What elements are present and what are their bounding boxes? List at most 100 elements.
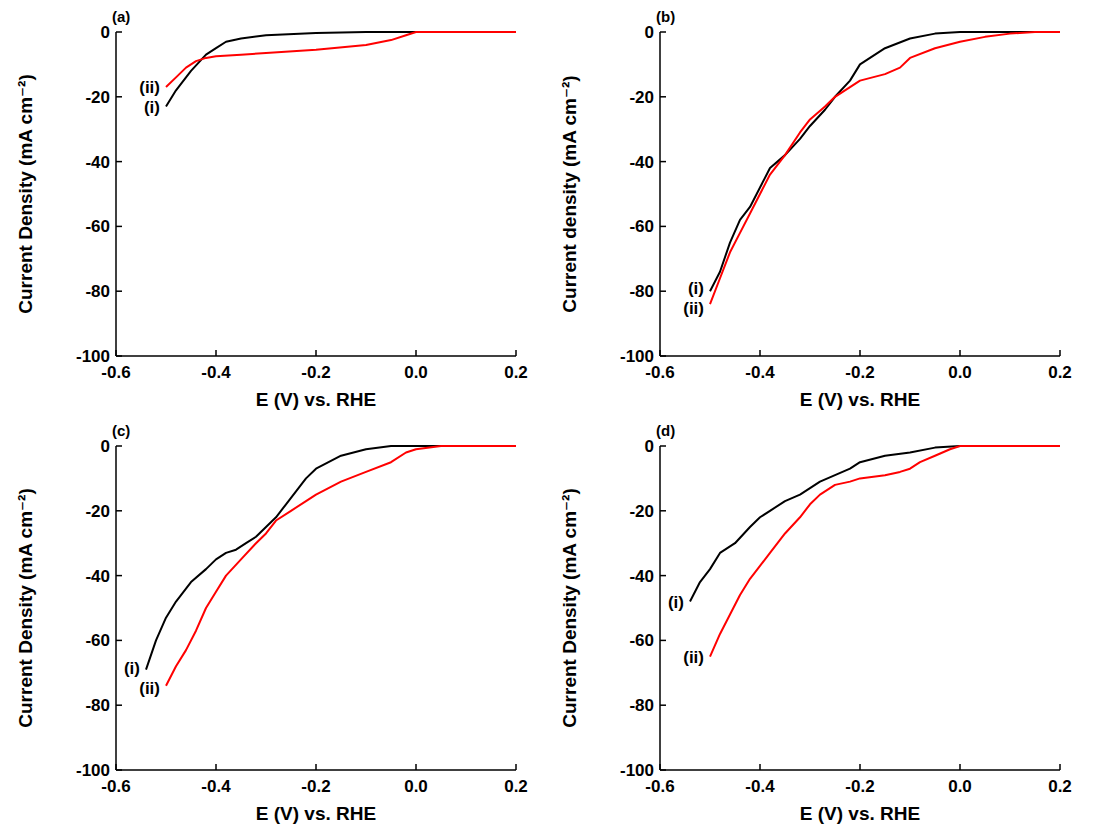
y-tick	[660, 96, 666, 98]
y-tick-label: 0	[101, 437, 110, 456]
y-axis-title: Current Density (mA cm⁻²)	[559, 488, 580, 727]
panel: -0.6-0.4-0.20.00.2-100-80-60-40-200E (V)…	[559, 422, 1072, 824]
y-tick	[116, 640, 122, 642]
x-tick	[115, 350, 117, 356]
y-tick	[660, 510, 666, 512]
y-axis-title: Current density (mA cm⁻²)	[559, 75, 580, 312]
y-tick-label: 0	[101, 23, 110, 42]
x-tick	[759, 350, 761, 356]
series-label: (ii)	[683, 648, 704, 667]
panel: -0.6-0.4-0.20.00.2-100-80-60-40-200E (V)…	[559, 8, 1072, 410]
y-tick-label: -60	[629, 631, 654, 650]
y-tick	[660, 445, 666, 447]
panel-letter: (a)	[112, 8, 130, 25]
y-tick	[660, 290, 666, 292]
y-tick-label: -80	[85, 696, 110, 715]
series-group	[166, 32, 516, 107]
x-tick	[215, 350, 217, 356]
y-tick	[660, 161, 666, 163]
x-tick-label: -0.4	[745, 777, 775, 796]
x-tick	[1059, 350, 1061, 356]
series-line	[166, 446, 516, 686]
x-tick-label: 0.2	[504, 363, 528, 382]
figure: -0.6-0.4-0.20.00.2-100-80-60-40-200E (V)…	[0, 0, 1096, 837]
y-tick-label: -40	[85, 153, 110, 172]
x-axis-title: E (V) vs. RHE	[800, 389, 920, 410]
series-line	[710, 32, 1060, 304]
y-tick	[116, 769, 122, 771]
series-line	[146, 446, 516, 670]
x-tick	[315, 764, 317, 770]
x-tick	[659, 764, 661, 770]
y-tick	[116, 510, 122, 512]
y-tick-label: -20	[85, 502, 110, 521]
y-axis-title: Current Density (mA cm⁻²)	[15, 74, 36, 313]
y-tick-label: -80	[629, 282, 654, 301]
panel-letter: (b)	[656, 8, 675, 25]
x-axis-title: E (V) vs. RHE	[256, 389, 376, 410]
y-tick-label: -100	[76, 761, 110, 780]
x-tick	[515, 350, 517, 356]
series-label: (ii)	[683, 299, 704, 318]
x-tick-label: -0.4	[201, 363, 231, 382]
y-tick	[116, 290, 122, 292]
x-tick-label: -0.2	[301, 363, 330, 382]
y-tick	[116, 355, 122, 357]
y-tick-label: -60	[85, 217, 110, 236]
panel: -0.6-0.4-0.20.00.2-100-80-60-40-200E (V)…	[15, 422, 528, 824]
y-tick	[660, 640, 666, 642]
x-tick	[959, 764, 961, 770]
x-tick-label: 0.0	[404, 777, 428, 796]
x-axis-title: E (V) vs. RHE	[256, 803, 376, 824]
y-axis-line	[115, 32, 117, 356]
y-axis-title: Current Density (mA cm⁻²)	[15, 488, 36, 727]
x-tick	[515, 764, 517, 770]
y-tick-label: -40	[85, 567, 110, 586]
series-line	[690, 446, 1060, 602]
x-tick	[859, 764, 861, 770]
y-tick	[116, 704, 122, 706]
series-label: (i)	[124, 659, 140, 678]
y-tick-label: 0	[645, 437, 654, 456]
series-label: (ii)	[139, 78, 160, 97]
x-tick-label: -0.4	[745, 363, 775, 382]
x-tick-label: 0.0	[948, 363, 972, 382]
series-label: (i)	[688, 279, 704, 298]
x-tick-label: 0.0	[404, 363, 428, 382]
series-line	[166, 32, 516, 87]
y-tick-label: -20	[85, 88, 110, 107]
x-tick	[315, 350, 317, 356]
y-tick-label: -60	[629, 217, 654, 236]
series-group	[146, 446, 516, 686]
y-tick	[116, 226, 122, 228]
series-line	[710, 32, 1060, 291]
series-line	[166, 32, 516, 107]
y-tick-label: -100	[620, 761, 654, 780]
x-tick	[859, 350, 861, 356]
x-tick-label: -0.4	[201, 777, 231, 796]
x-tick-label: -0.2	[845, 363, 874, 382]
panel-letter: (d)	[656, 422, 675, 439]
y-tick	[116, 445, 122, 447]
x-tick	[1059, 764, 1061, 770]
y-tick	[660, 769, 666, 771]
y-tick	[660, 704, 666, 706]
x-tick	[415, 764, 417, 770]
y-tick-label: -100	[76, 347, 110, 366]
x-tick-label: 0.2	[1048, 363, 1072, 382]
series-label: (i)	[144, 98, 160, 117]
x-tick-label: 0.2	[504, 777, 528, 796]
y-tick	[660, 355, 666, 357]
x-tick	[959, 350, 961, 356]
x-tick	[415, 350, 417, 356]
y-axis-line	[659, 446, 661, 770]
panel-letter: (c)	[112, 422, 130, 439]
series-line	[710, 446, 1060, 657]
series-label: (i)	[668, 593, 684, 612]
y-tick-label: -40	[629, 567, 654, 586]
series-group	[710, 32, 1060, 304]
x-tick	[215, 764, 217, 770]
y-tick-label: 0	[645, 23, 654, 42]
y-tick-label: -100	[620, 347, 654, 366]
y-tick-label: -80	[629, 696, 654, 715]
